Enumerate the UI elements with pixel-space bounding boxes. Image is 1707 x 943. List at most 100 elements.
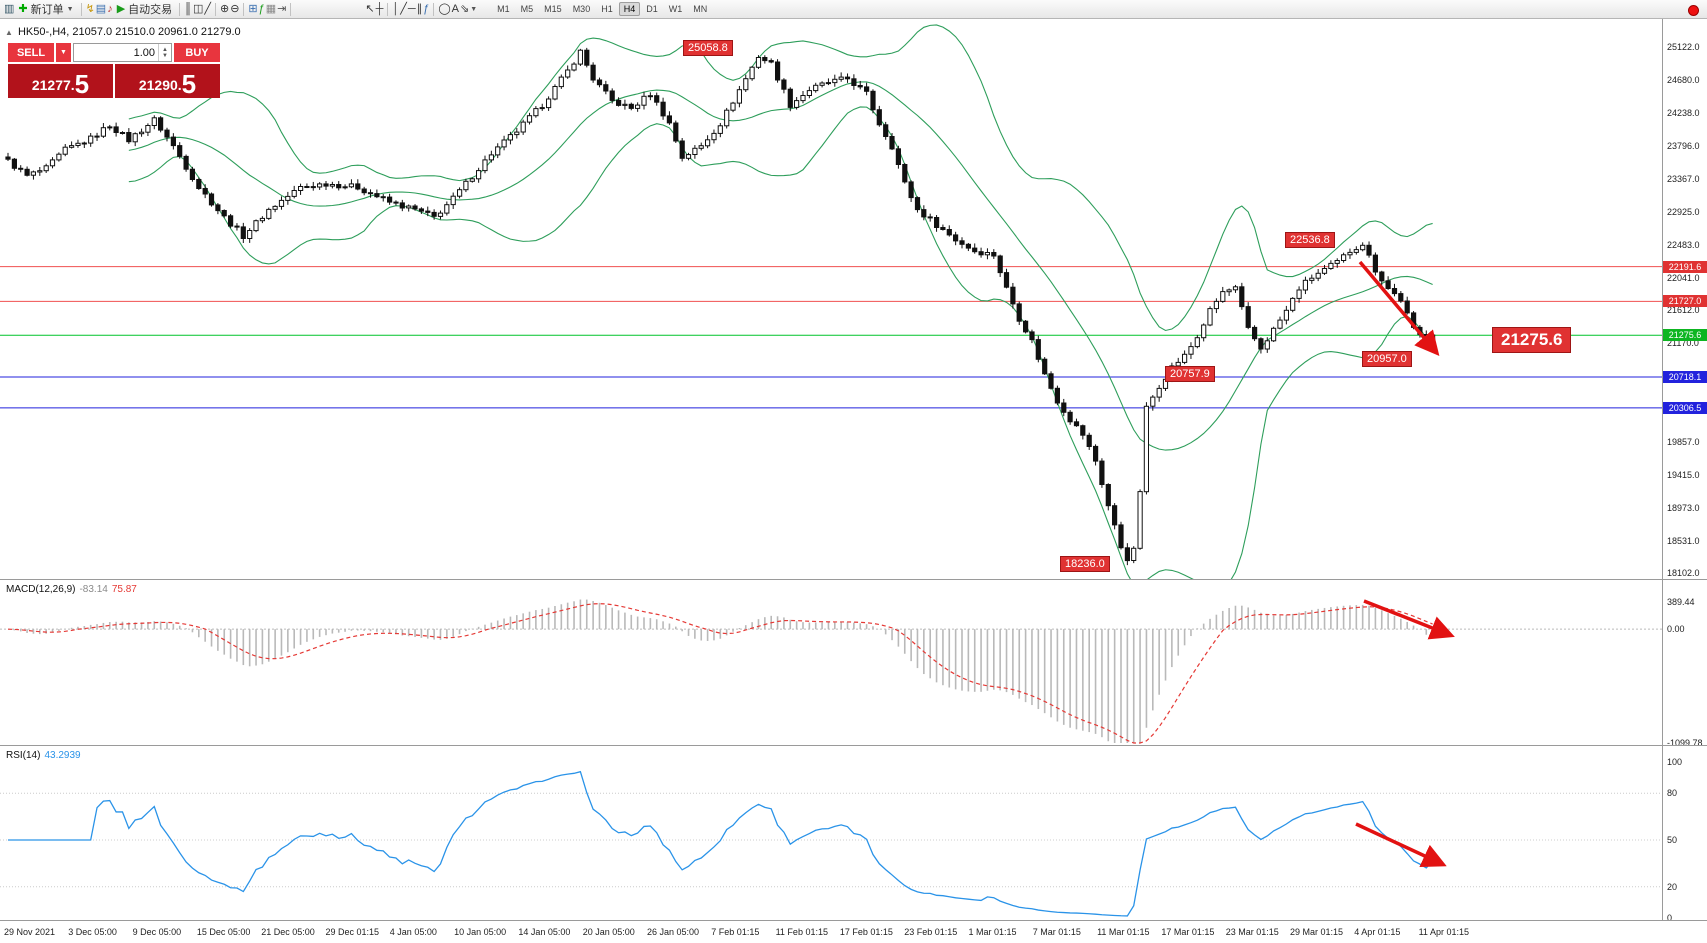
- toolbar-separator: [243, 2, 245, 16]
- time-axis-tick: 15 Dec 05:00: [196, 927, 251, 937]
- autotrade-label: 自动交易: [128, 4, 173, 16]
- time-axis-tick: 11 Feb 01:15: [775, 927, 828, 937]
- chart-symbol: HK50-,H4,: [17, 26, 70, 38]
- rsi-title: RSI(14): [6, 750, 41, 761]
- time-axis-tick: 9 Dec 05:00: [132, 927, 182, 937]
- rsi-panel-separator[interactable]: [0, 745, 1707, 746]
- tile-windows-icon[interactable]: ⊞: [248, 2, 258, 15]
- market-watch-icon[interactable]: ▤: [95, 2, 107, 15]
- timeframe-h1[interactable]: H1: [601, 4, 613, 14]
- expand-icon[interactable]: ▲: [5, 28, 13, 37]
- sell-options-caret-icon[interactable]: ▼: [56, 43, 71, 62]
- price-annotation-label[interactable]: 25058.8: [683, 40, 733, 56]
- volume-up-icon[interactable]: ▲: [162, 46, 168, 53]
- rsi-axis-tick: 50: [1667, 835, 1678, 845]
- timeframe-w1[interactable]: W1: [668, 4, 683, 14]
- price-axis-badge: 20306.5: [1663, 401, 1707, 414]
- fibonacci-tool-icon[interactable]: ƒ: [423, 2, 430, 15]
- sell-button[interactable]: SELL: [8, 43, 54, 62]
- templates-icon[interactable]: ▦: [265, 2, 277, 15]
- vertical-line-tool-icon[interactable]: │: [392, 2, 400, 15]
- rsi-axis-tick: 80: [1667, 788, 1678, 799]
- time-axis-tick: 4 Jan 05:00: [389, 927, 437, 937]
- price-axis-badge: 21275.6: [1663, 329, 1707, 342]
- rsi-label: RSI(14) 43.2939: [6, 750, 81, 761]
- scroll-to-end-icon[interactable]: ⇥: [277, 2, 287, 15]
- new-order-button[interactable]: ✚ 新订单 ▼: [15, 1, 76, 17]
- rsi-chart-canvas[interactable]: [0, 746, 1662, 920]
- line-chart-icon[interactable]: ╱: [204, 2, 211, 15]
- current-price-callout[interactable]: 21275.6: [1492, 327, 1572, 353]
- price-annotation-label[interactable]: 20957.0: [1362, 351, 1412, 367]
- rsi-axis-tick: 20: [1667, 881, 1678, 892]
- toolbar-separator: [387, 2, 389, 16]
- bar-chart-icon[interactable]: ║: [184, 2, 192, 15]
- timeframe-group: M1 M5 M15 M30 H1 H4 D1 W1 MN: [492, 2, 712, 16]
- buy-price-display[interactable]: 21290. 5: [115, 64, 220, 98]
- chart-title: ▲ HK50-,H4, 21057.0 21510.0 20961.0 2127…: [5, 26, 241, 38]
- crosshair-icon[interactable]: ┼: [375, 2, 384, 15]
- lightning-icon[interactable]: ↯: [85, 2, 95, 15]
- shapes-tool-icon[interactable]: ◯: [438, 2, 451, 15]
- price-axis-tick: 22483.0: [1667, 239, 1700, 250]
- chart-ohlc: 21057.0 21510.0 20961.0 21279.0: [72, 26, 241, 38]
- sell-price-big-digit: 5: [74, 68, 90, 99]
- volume-input[interactable]: 1.00 ▲ ▼: [73, 43, 172, 62]
- time-axis-separator: [0, 920, 1707, 921]
- price-chart-canvas[interactable]: [0, 19, 1662, 579]
- toolbar-separator: [433, 2, 435, 16]
- zoom-in-icon[interactable]: ⊕: [219, 2, 230, 15]
- autotrade-button[interactable]: ▶ 自动交易: [114, 1, 175, 17]
- indicators-icon[interactable]: ƒ: [258, 2, 265, 15]
- price-axis-tick: 19415.0: [1667, 469, 1700, 480]
- trendline-tool-icon[interactable]: ╱: [400, 2, 407, 15]
- price-annotation-label[interactable]: 20757.9: [1165, 366, 1215, 382]
- buy-price-main: 21290.: [138, 77, 182, 93]
- price-annotation-label[interactable]: 22536.8: [1285, 232, 1335, 248]
- rsi-axis-tick: 0: [1667, 913, 1673, 923]
- price-annotation-label[interactable]: 18236.0: [1060, 556, 1110, 572]
- one-click-trading-panel: SELL ▼ 1.00 ▲ ▼ BUY 21277. 5 21290. 5: [8, 43, 220, 98]
- main-toolbar: ▥ ✚ 新订单 ▼ ↯ ▤ ♪ ▶ 自动交易 ║ ◫ ╱ ⊕ ⊖ ⊞ ƒ ▦ ⇥…: [0, 0, 1707, 19]
- arrows-tool-icon[interactable]: ⇘: [459, 2, 470, 15]
- timeframe-mn[interactable]: MN: [693, 4, 708, 14]
- timeframe-m30[interactable]: M30: [572, 4, 591, 14]
- time-axis-tick: 29 Dec 01:15: [325, 927, 380, 937]
- toolbar-separator: [80, 2, 82, 16]
- new-order-plus-icon: ✚: [18, 2, 28, 15]
- rsi-value: 43.2939: [44, 750, 81, 761]
- time-axis-tick: 1 Mar 01:15: [968, 927, 1017, 937]
- price-axis-tick: 18531.0: [1667, 535, 1700, 546]
- horizontal-line-tool-icon[interactable]: ─: [407, 2, 416, 15]
- timeframe-h4[interactable]: H4: [618, 2, 641, 16]
- buy-price-big-digit: 5: [181, 68, 197, 99]
- timeframe-d1[interactable]: D1: [646, 4, 658, 14]
- volume-stepper[interactable]: ▲ ▼: [158, 44, 171, 61]
- sell-price-display[interactable]: 21277. 5: [8, 64, 113, 98]
- buy-button[interactable]: BUY: [174, 43, 220, 62]
- time-axis[interactable]: 29 Nov 2021 3 Dec 05:00 9 Dec 05:00 15 Dec …: [0, 921, 1662, 943]
- price-axis-badge: 22191.6: [1663, 260, 1707, 273]
- time-axis-tick: 11 Mar 01:15: [1097, 927, 1150, 937]
- toolbar-separator: [290, 2, 292, 16]
- volume-down-icon[interactable]: ▼: [162, 52, 168, 59]
- alert-icon[interactable]: ♪: [107, 2, 113, 15]
- timeframe-m5[interactable]: M5: [520, 4, 534, 14]
- time-axis-tick: 17 Feb 01:15: [839, 927, 893, 937]
- text-tool-icon[interactable]: A: [451, 2, 459, 15]
- channel-tool-icon[interactable]: ∥: [416, 2, 423, 15]
- timeframe-m15[interactable]: M15: [544, 4, 562, 14]
- zoom-out-icon[interactable]: ⊖: [230, 2, 240, 15]
- price-axis-tick: 19857.0: [1667, 436, 1700, 447]
- sell-price-main: 21277.: [31, 77, 75, 93]
- cursor-icon[interactable]: ↖: [365, 2, 375, 15]
- macd-chart-canvas[interactable]: [0, 580, 1662, 745]
- candlestick-chart-icon[interactable]: ◫: [192, 2, 204, 15]
- timeframe-m1[interactable]: M1: [497, 4, 510, 14]
- macd-axis-tick: 389.44: [1667, 597, 1695, 608]
- price-axis-badge: 21727.0: [1663, 295, 1707, 308]
- record-icon[interactable]: [1688, 5, 1699, 16]
- volume-value[interactable]: 1.00: [133, 46, 155, 59]
- macd-panel-separator[interactable]: [0, 579, 1707, 580]
- price-axis-tick: 22041.0: [1667, 272, 1700, 283]
